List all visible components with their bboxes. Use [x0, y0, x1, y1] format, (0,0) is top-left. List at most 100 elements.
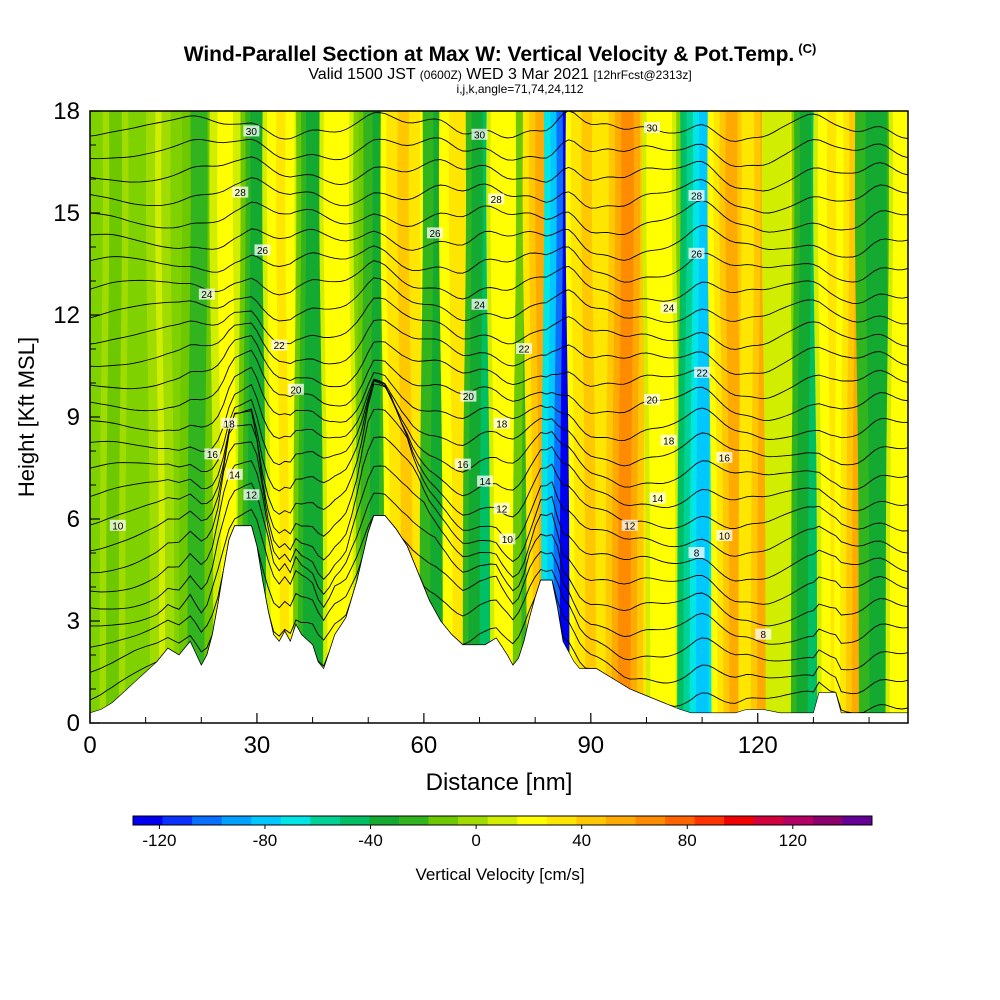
theta-contour-line: [90, 111, 908, 142]
theta-contour-line: [90, 224, 908, 261]
contour-label-bg: [688, 190, 705, 201]
colorbar-swatch: [546, 816, 577, 825]
contour-label-bg: [271, 339, 288, 351]
contour-label: 28: [232, 186, 249, 199]
colorbar-swatch: [399, 816, 429, 825]
velocity-band-shade: [870, 111, 886, 723]
velocity-band-shade: [725, 111, 742, 723]
colorbar-tick-label: 0: [471, 831, 480, 850]
velocity-band-shade: [155, 111, 166, 723]
contour-label-text: 30: [474, 130, 486, 141]
contour-label-text: 30: [246, 127, 258, 138]
contour-label-bg: [493, 417, 510, 429]
contour-label-text: 12: [496, 504, 508, 515]
colorbar-tick-label: -80: [253, 831, 278, 850]
y-tick-label: 15: [53, 200, 80, 227]
contour-label-text: 24: [663, 304, 675, 315]
theta-contour-line: [90, 137, 908, 168]
contour-label-bg: [226, 468, 243, 480]
colorbar-swatch: [783, 816, 814, 825]
contour-label: 16: [454, 458, 471, 471]
colorbar-swatch: [458, 816, 489, 825]
x-tick-label: 90: [577, 732, 604, 759]
contour-label-text: 22: [697, 368, 709, 379]
contour-label-bg: [454, 458, 471, 470]
velocity-band-shade: [191, 111, 204, 723]
contour-label-text: 20: [646, 396, 658, 407]
y-tick-label: 3: [67, 608, 80, 635]
axes: 0 30 60 90 120 0 3 6 9 12 15 18: [53, 98, 870, 759]
colorbar-tick-label: -40: [358, 831, 383, 850]
colorbar-swatch: [310, 816, 341, 825]
velocity-band-shade: [109, 111, 119, 723]
contour-label-bg: [427, 227, 444, 239]
contour-label-bg: [471, 298, 488, 310]
theta-contour-line: [90, 177, 908, 214]
contour-label-text: 12: [246, 491, 258, 502]
x-tick-label: 60: [411, 732, 438, 759]
theta-contour-line: [90, 156, 908, 192]
contour-label-bg: [621, 519, 638, 531]
contour-label-text: 14: [652, 494, 664, 505]
theta-contour-line: [90, 366, 908, 442]
velocity-band: [885, 111, 908, 723]
contour-label-bg: [204, 448, 221, 460]
colorbar-swatch: [724, 816, 755, 825]
colorbar-swatch: [192, 816, 222, 825]
contour-label: 22: [694, 366, 711, 379]
contour-label-text: 22: [274, 341, 286, 352]
contour-label: 24: [660, 302, 677, 315]
y-tick-label: 18: [53, 98, 80, 125]
contour-label-text: 24: [474, 300, 486, 311]
theta-contour-line: [90, 380, 908, 490]
colorbar-swatch: [162, 816, 193, 825]
contour-label-text: 14: [229, 470, 241, 481]
contour-label-bg: [755, 628, 772, 640]
contour-label-bg: [694, 366, 711, 378]
contour-label-bg: [688, 247, 705, 259]
contour-label-bg: [221, 417, 238, 429]
chart-title-block: Wind-Parallel Section at Max W: Vertical…: [0, 38, 1000, 95]
contour-label-text: 28: [491, 195, 503, 206]
colorbar-swatch: [487, 816, 518, 825]
contour-label-bg: [716, 451, 733, 463]
contour-label-bg: [460, 390, 477, 402]
contour-label-bg: [477, 475, 494, 487]
contour-label-text: 16: [207, 450, 219, 461]
velocity-band: [178, 111, 217, 723]
contour-label-bg: [660, 434, 677, 446]
colorbar-swatch: [133, 816, 163, 825]
theta-contour-line: [90, 335, 908, 400]
contour-label: 14: [226, 468, 243, 481]
copyright-mark: (C): [798, 41, 817, 56]
velocity-band-shade: [772, 111, 784, 723]
contour-label-bg: [243, 125, 260, 137]
contour-label-bg: [660, 302, 677, 314]
contour-label: 22: [271, 339, 288, 352]
colorbar-swatch: [280, 816, 311, 825]
contour-label: 26: [688, 247, 705, 260]
contour-label: 18: [221, 417, 238, 430]
contour-label-text: 12: [624, 521, 636, 532]
theta-contour-line: [90, 508, 908, 645]
colorbar-swatch: [842, 816, 873, 825]
contour-label: 28: [488, 193, 505, 206]
x-tick-label: 120: [738, 732, 778, 759]
colorbar-swatch: [251, 816, 282, 825]
contour-label: 20: [644, 394, 661, 407]
theta-contour-line: [90, 378, 908, 467]
contour-label-text: 14: [480, 477, 492, 488]
contour-label-text: 10: [112, 521, 124, 532]
contour-label: 26: [254, 244, 271, 257]
contour-label-text: 10: [719, 532, 731, 543]
contour-label-text: 20: [290, 385, 302, 396]
contour-label-bg: [471, 128, 488, 140]
velocity-band-shade: [581, 111, 597, 723]
colorbar-swatch: [694, 816, 725, 825]
contour-label: 14: [477, 475, 494, 488]
theta-contour-line: [90, 245, 908, 283]
velocity-band-shade: [276, 111, 290, 723]
colorbar-swatch: [517, 816, 548, 825]
contour-labels: 30 30 30 28 28 28 26 26 26 24 24 24 22 22 22 20 20 20 18 18…: [109, 122, 772, 641]
